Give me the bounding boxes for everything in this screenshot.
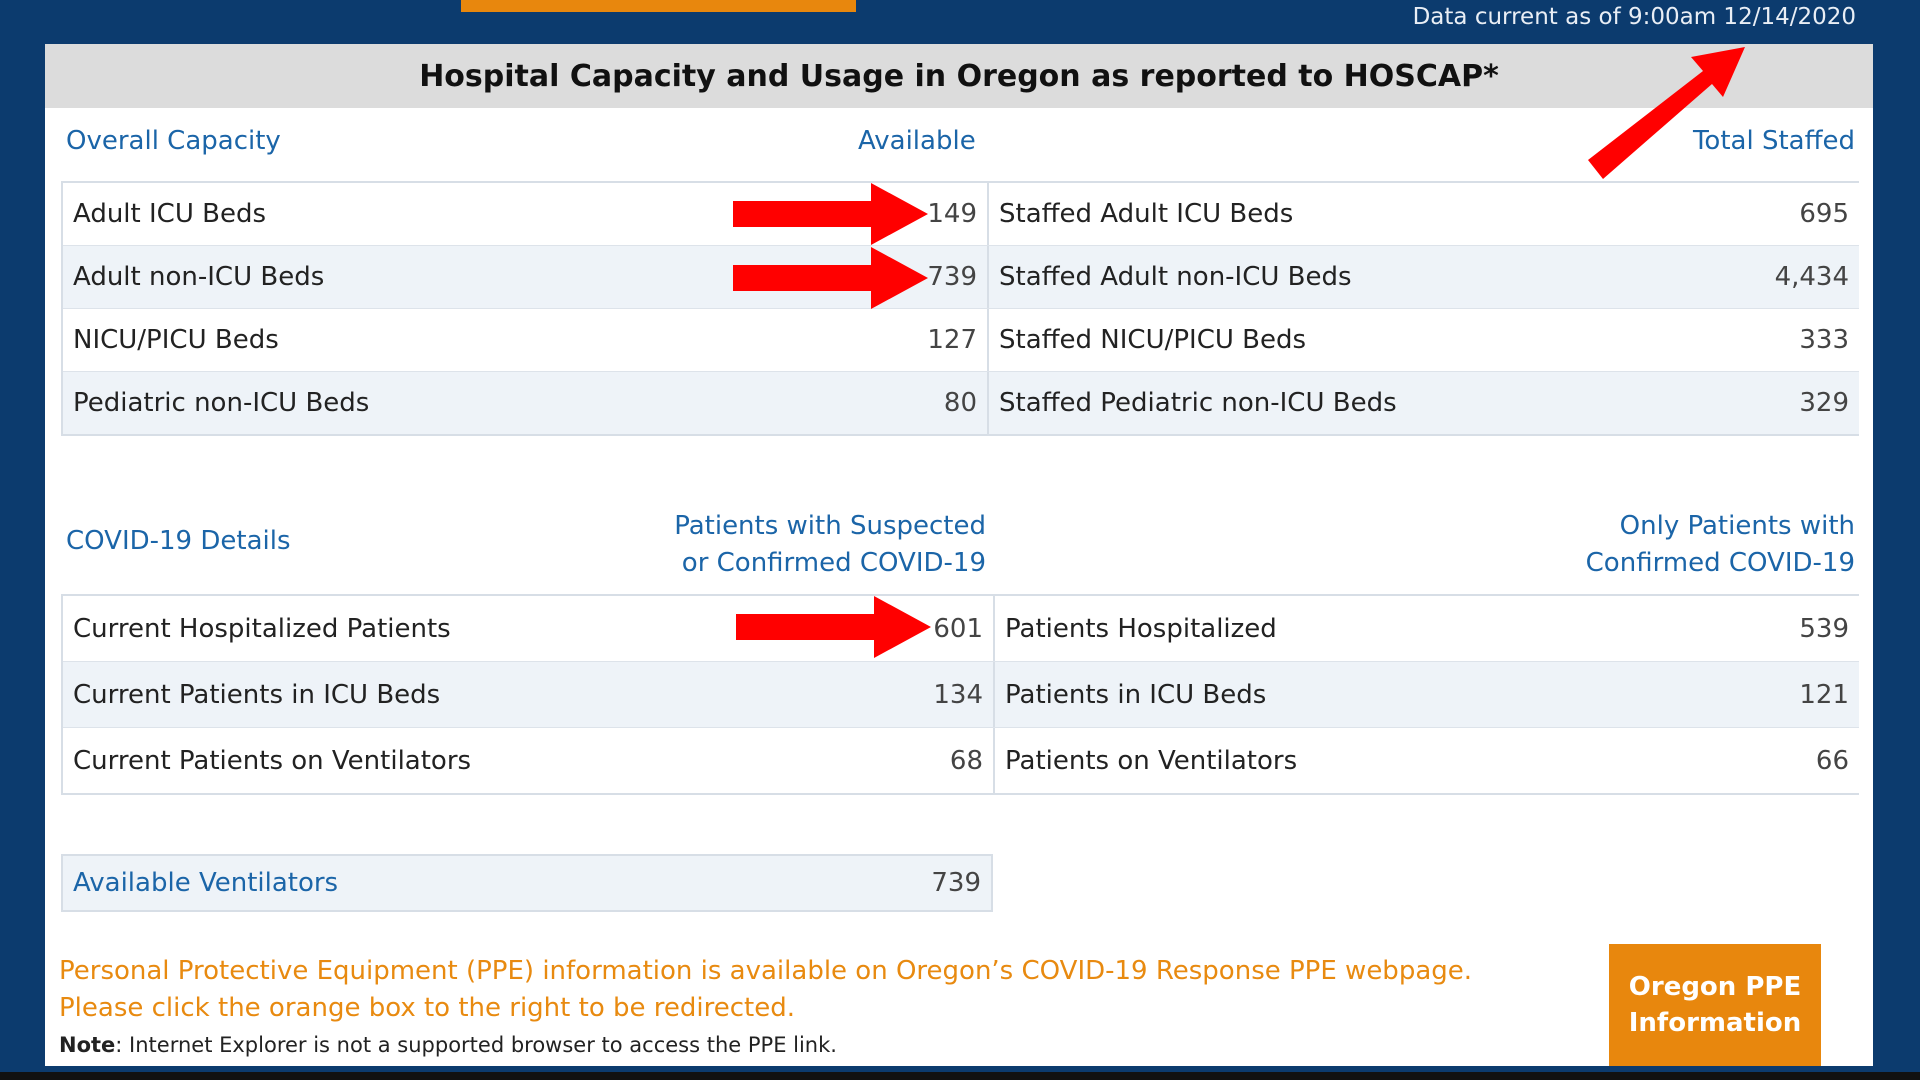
row-label: Patients in ICU Beds <box>1005 679 1267 710</box>
right-arrow-icon <box>736 596 931 658</box>
ventilators-value: 739 <box>931 868 981 898</box>
bottom-bar <box>0 1072 1920 1080</box>
suspected-confirmed-header: Patients with Suspected or Confirmed COV… <box>674 508 986 582</box>
ppe-info-text: Personal Protective Equipment (PPE) info… <box>59 956 1473 986</box>
row-label: Staffed Adult non-ICU Beds <box>999 262 1352 292</box>
row-value: 134 <box>933 679 983 710</box>
row-value: 68 <box>949 745 983 776</box>
right-arrow-icon <box>733 183 928 245</box>
note-text: : Internet Explorer is not a supported b… <box>115 1033 837 1057</box>
table-row: NICU/PICU Beds 127 Staffed NICU/PICU Beds… <box>63 309 1859 372</box>
row-value: 121 <box>1799 679 1849 710</box>
available-column-header: Available <box>858 126 976 156</box>
covid-table: Current Hospitalized Patients 601 Patient… <box>61 594 1859 795</box>
header-line: Only Patients with <box>1619 511 1855 541</box>
row-label: Patients on Ventilators <box>1005 745 1298 776</box>
table-row: Current Patients in ICU Beds 134 Patients… <box>63 662 1859 728</box>
top-orange-tab[interactable] <box>461 0 856 12</box>
total-staffed-column-header: Total Staffed <box>1692 126 1855 156</box>
dashboard-panel: Hospital Capacity and Usage in Oregon as… <box>45 44 1873 1066</box>
row-value: 329 <box>1799 388 1849 418</box>
table-row: Adult ICU Beds 149 Staffed Adult ICU Beds… <box>63 183 1859 246</box>
button-line: Oregon PPE <box>1628 972 1802 1002</box>
browser-note: Note: Internet Explorer is not a support… <box>59 1033 837 1057</box>
row-label: Staffed NICU/PICU Beds <box>999 325 1307 355</box>
confirmed-only-header: Only Patients with Confirmed COVID-19 <box>1586 508 1855 582</box>
row-value: 4,434 <box>1774 262 1849 292</box>
row-label: Current Patients on Ventilators <box>73 745 472 776</box>
covid-details-header: COVID-19 Details <box>66 526 291 556</box>
button-line: Information <box>1628 1008 1802 1038</box>
row-label: Pediatric non-ICU Beds <box>73 388 370 418</box>
row-label: Current Patients in ICU Beds <box>73 679 441 710</box>
table-row: Current Patients on Ventilators 68 Patien… <box>63 728 1859 793</box>
header-line: Confirmed COVID-19 <box>1585 548 1855 578</box>
available-ventilators-row: Available Ventilators 739 <box>61 854 993 912</box>
row-value: 333 <box>1799 325 1849 355</box>
header-line: or Confirmed COVID-19 <box>681 548 986 578</box>
row-label: Adult non-ICU Beds <box>73 262 325 292</box>
note-label: Note <box>59 1033 116 1057</box>
diagonal-arrow-icon <box>1588 47 1745 179</box>
right-arrow-icon <box>733 247 928 309</box>
table-row: Pediatric non-ICU Beds 80 Staffed Pediatr… <box>63 372 1859 434</box>
capacity-table: Adult ICU Beds 149 Staffed Adult ICU Beds… <box>61 181 1859 436</box>
row-label: Patients Hospitalized <box>1005 613 1277 644</box>
row-label: NICU/PICU Beds <box>73 325 279 355</box>
overall-capacity-header: Overall Capacity <box>66 126 281 156</box>
data-current-timestamp: Data current as of 9:00am 12/14/2020 <box>1412 4 1856 30</box>
ppe-redirect-text: Please click the orange box to the right… <box>59 993 795 1023</box>
table-row: Current Hospitalized Patients 601 Patient… <box>63 596 1859 662</box>
row-label: Staffed Adult ICU Beds <box>999 199 1294 229</box>
row-value: 695 <box>1799 199 1849 229</box>
row-value: 739 <box>927 262 977 292</box>
row-value: 601 <box>933 613 983 644</box>
oregon-ppe-information-button[interactable]: Oregon PPE Information <box>1609 944 1821 1066</box>
ventilators-label: Available Ventilators <box>73 868 339 898</box>
row-value: 149 <box>927 199 977 229</box>
row-value: 539 <box>1799 613 1849 644</box>
row-label: Staffed Pediatric non-ICU Beds <box>999 388 1397 418</box>
row-label: Current Hospitalized Patients <box>73 613 451 644</box>
page-title: Hospital Capacity and Usage in Oregon as… <box>45 44 1873 108</box>
row-value: 66 <box>1815 745 1849 776</box>
table-row: Adult non-ICU Beds 739 Staffed Adult non-… <box>63 246 1859 309</box>
row-label: Adult ICU Beds <box>73 199 266 229</box>
row-value: 80 <box>943 388 977 418</box>
header-line: Patients with Suspected <box>674 511 986 541</box>
row-value: 127 <box>927 325 977 355</box>
